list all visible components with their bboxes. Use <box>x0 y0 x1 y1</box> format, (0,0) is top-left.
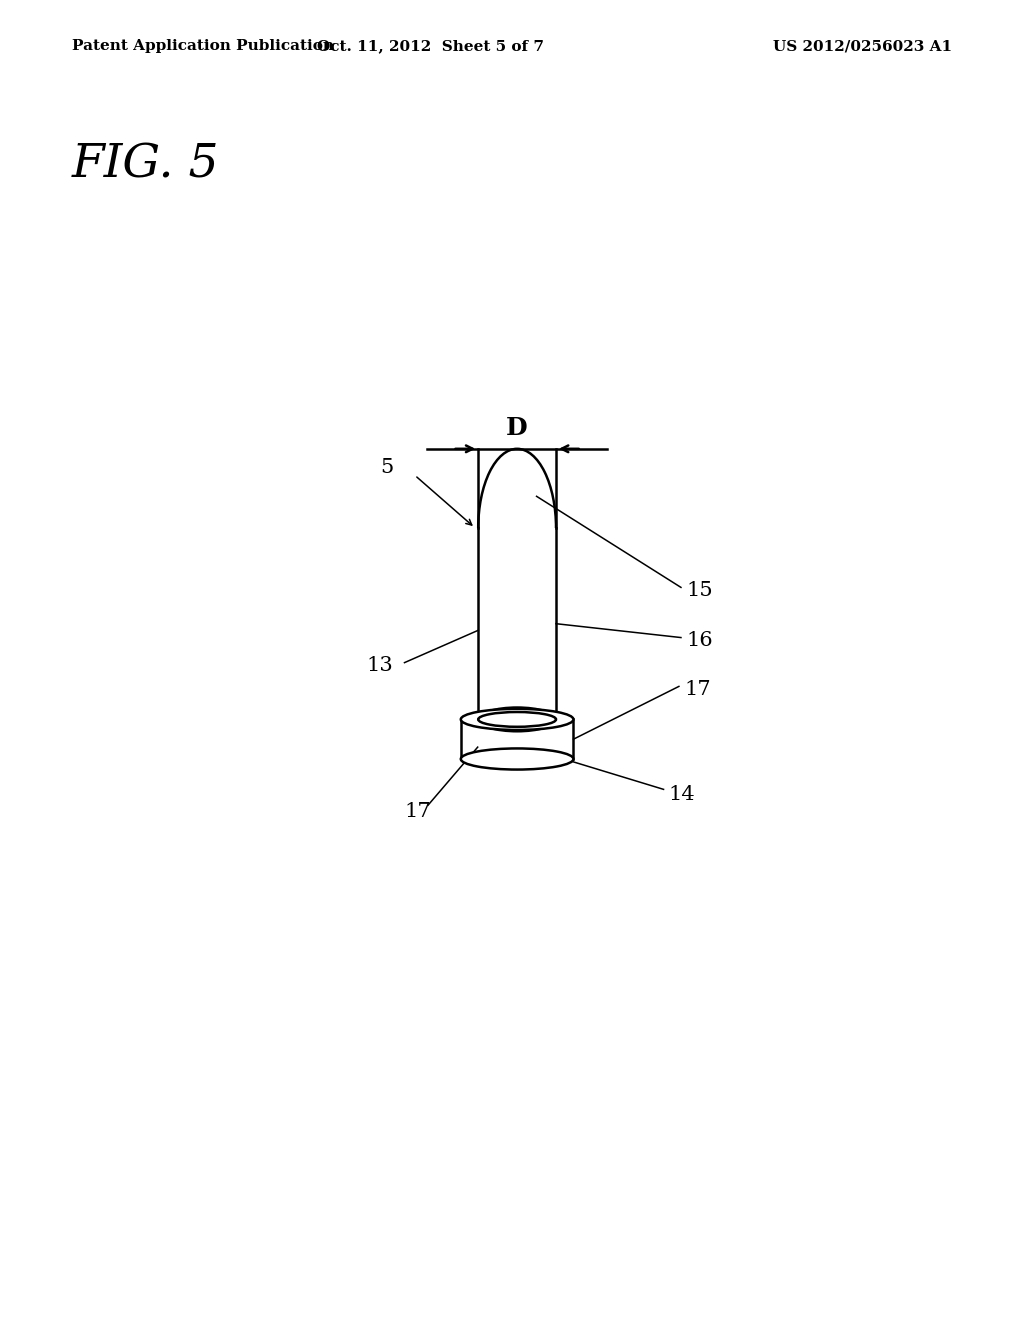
Text: 16: 16 <box>686 631 713 649</box>
Text: FIG. 5: FIG. 5 <box>72 143 219 187</box>
Text: 15: 15 <box>686 581 713 599</box>
Text: 17: 17 <box>684 680 711 698</box>
Text: 13: 13 <box>367 656 393 675</box>
Ellipse shape <box>461 748 573 770</box>
Text: 14: 14 <box>669 785 695 804</box>
Ellipse shape <box>461 709 573 730</box>
Text: D: D <box>506 416 528 440</box>
Text: Patent Application Publication: Patent Application Publication <box>72 40 334 53</box>
Text: 17: 17 <box>404 803 431 821</box>
Text: 5: 5 <box>381 458 393 477</box>
Text: US 2012/0256023 A1: US 2012/0256023 A1 <box>773 40 952 53</box>
Text: Oct. 11, 2012  Sheet 5 of 7: Oct. 11, 2012 Sheet 5 of 7 <box>316 40 544 53</box>
